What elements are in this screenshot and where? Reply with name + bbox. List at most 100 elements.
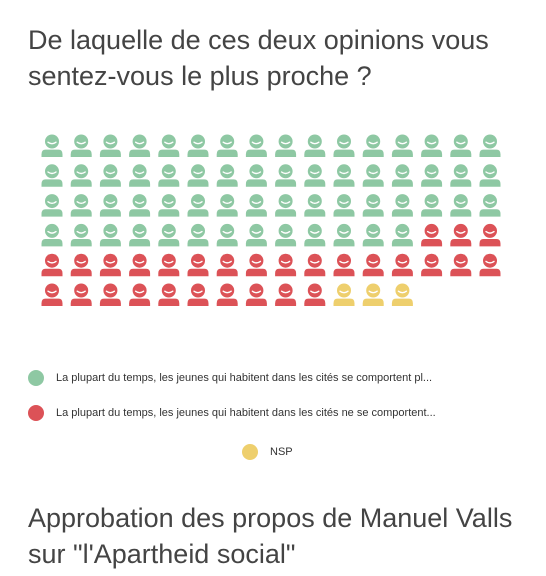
pictogram-icon-series-1-50 [70, 223, 92, 247]
next-section-title: Approbation des propos de Manuel Valls s… [28, 503, 513, 569]
pictogram-icon-series-2-26 [216, 283, 238, 306]
pictogram-icon-series-1-55 [216, 223, 238, 247]
pictogram-icon-series-2-19 [479, 253, 501, 277]
pictogram-icon-series-1-31 [450, 164, 472, 187]
pictogram-icon-series-1-33 [41, 194, 63, 217]
pictogram-icon-series-1-4 [129, 134, 151, 157]
pictogram-icon-series-1-48 [479, 194, 501, 217]
pictogram-icon-series-2-11 [245, 253, 267, 277]
pictogram-icon-series-1-60 [362, 223, 384, 247]
pictogram-icon-series-1-25 [275, 164, 297, 187]
pictogram-icon-series-1-18 [70, 164, 92, 187]
pictogram-icon-series-1-11 [333, 134, 355, 157]
pictogram-icon-series-1-47 [450, 194, 472, 217]
pictogram-icon-series-1-35 [99, 194, 121, 217]
pictogram-icon-series-1-45 [391, 194, 413, 217]
pictogram-icon-series-3-2 [362, 283, 384, 306]
pictogram-icon-series-1-32 [479, 164, 501, 187]
pictogram-icon-series-2-2 [450, 223, 472, 247]
pictogram-icon-series-1-43 [333, 194, 355, 217]
pictogram-icon-series-2-21 [70, 283, 92, 306]
pictogram-icon-series-1-39 [216, 194, 238, 217]
pictogram-chart [41, 134, 501, 306]
pictogram-icon-series-1-56 [245, 223, 267, 247]
pictogram-icon-series-1-24 [245, 164, 267, 187]
pictogram-icon-series-1-19 [99, 164, 121, 187]
legend-label-series-3: NSP [270, 446, 293, 458]
pictogram-icon-series-2-14 [333, 253, 355, 277]
pictogram-icon-series-2-10 [216, 253, 238, 277]
legend-dot-series-1 [28, 370, 44, 386]
pictogram-icon-series-1-13 [391, 134, 413, 157]
pictogram-icon-series-2-1 [421, 223, 443, 247]
chart-title: De laquelle de ces deux opinions vous se… [28, 25, 489, 91]
pictogram-icon-series-1-5 [158, 134, 180, 157]
pictogram-icon-series-1-7 [216, 134, 238, 157]
pictogram-icon-series-1-57 [275, 223, 297, 247]
pictogram-icon-series-1-38 [187, 194, 209, 217]
legend-label-series-1: La plupart du temps, les jeunes qui habi… [56, 372, 433, 384]
pictogram-icon-series-1-16 [479, 134, 501, 157]
legend-item-series-2[interactable]: La plupart du temps, les jeunes qui habi… [28, 405, 436, 421]
pictogram-icon-series-2-27 [245, 283, 267, 306]
pictogram-icon-series-1-52 [129, 223, 151, 247]
pictogram-icon-series-1-42 [304, 194, 326, 217]
pictogram-icon-series-2-4 [41, 253, 63, 277]
pictogram-icon-series-1-6 [187, 134, 209, 157]
pictogram-icon-series-1-30 [421, 164, 443, 187]
pictogram-icon-series-1-44 [362, 194, 384, 217]
pictogram-icon-series-1-15 [450, 134, 472, 157]
pictogram-icon-series-2-16 [391, 253, 413, 277]
pictogram-icon-series-2-17 [421, 253, 443, 277]
pictogram-icon-series-1-26 [304, 164, 326, 187]
legend-label-series-2: La plupart du temps, les jeunes qui habi… [56, 407, 436, 419]
pictogram-icon-series-1-21 [158, 164, 180, 187]
pictogram-icon-series-1-53 [158, 223, 180, 247]
pictogram-icon-series-1-8 [245, 134, 267, 157]
pictogram-icon-series-1-2 [70, 134, 92, 157]
pictogram-icon-series-1-9 [275, 134, 297, 157]
legend-dot-series-3 [242, 444, 258, 460]
legend-dot-series-2 [28, 405, 44, 421]
pictogram-icon-series-1-27 [333, 164, 355, 187]
pictogram-icon-series-2-25 [187, 283, 209, 306]
pictogram-icon-series-2-24 [158, 283, 180, 306]
pictogram-icon-series-1-61 [391, 223, 413, 247]
pictogram-icon-series-1-36 [129, 194, 151, 217]
pictogram-icon-series-1-23 [216, 164, 238, 187]
pictogram-icon-series-2-23 [129, 283, 151, 306]
pictogram-icon-series-1-28 [362, 164, 384, 187]
pictogram-icon-series-1-22 [187, 164, 209, 187]
pictogram-icon-series-2-18 [450, 253, 472, 277]
pictogram-icon-series-2-20 [41, 283, 63, 306]
pictogram-icon-series-1-10 [304, 134, 326, 157]
pictogram-icon-series-1-17 [41, 164, 63, 187]
pictogram-icon-series-3-3 [391, 283, 413, 306]
pictogram-icon-series-2-8 [158, 253, 180, 277]
pictogram-icon-series-3-1 [333, 283, 355, 306]
pictogram-icon-series-2-12 [275, 253, 297, 277]
pictogram-icon-series-1-46 [421, 194, 443, 217]
pictogram-icon-series-2-28 [275, 283, 297, 306]
pictogram-icon-series-2-9 [187, 253, 209, 277]
pictogram-icon-series-1-14 [421, 134, 443, 157]
pictogram-icon-series-1-58 [304, 223, 326, 247]
pictogram-icon-series-2-29 [304, 283, 326, 306]
pictogram-icon-series-2-6 [99, 253, 121, 277]
pictogram-icon-series-1-54 [187, 223, 209, 247]
pictogram-icon-series-2-5 [70, 253, 92, 277]
legend-item-series-3[interactable]: NSP [242, 444, 293, 460]
pictogram-icon-series-2-3 [479, 223, 501, 247]
pictogram-icon-series-1-49 [41, 223, 63, 247]
pictogram-icon-series-1-51 [99, 223, 121, 247]
pictogram-icon-series-1-34 [70, 194, 92, 217]
legend-item-series-1[interactable]: La plupart du temps, les jeunes qui habi… [28, 370, 432, 386]
pictogram-icon-series-2-15 [362, 253, 384, 277]
pictogram-icon-series-2-22 [99, 283, 121, 306]
pictogram-icon-series-1-20 [129, 164, 151, 187]
pictogram-icon-series-1-12 [362, 134, 384, 157]
pictogram-icon-series-1-41 [275, 194, 297, 217]
pictogram-icon-series-1-3 [99, 134, 121, 157]
pictogram-icon-series-1-37 [158, 194, 180, 217]
pictogram-icon-series-1-40 [245, 194, 267, 217]
